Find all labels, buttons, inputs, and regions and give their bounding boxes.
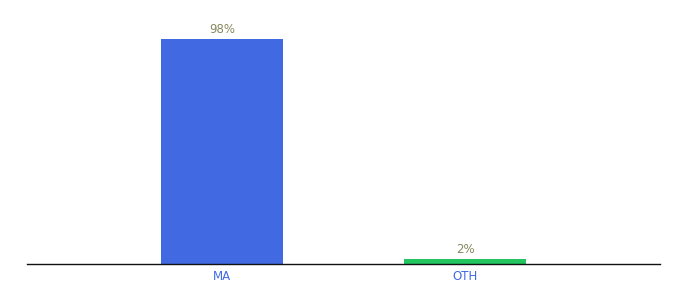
Bar	[161, 39, 283, 264]
Text: 2%: 2%	[456, 243, 475, 256]
Text: 98%: 98%	[209, 23, 235, 36]
Bar	[404, 260, 526, 264]
